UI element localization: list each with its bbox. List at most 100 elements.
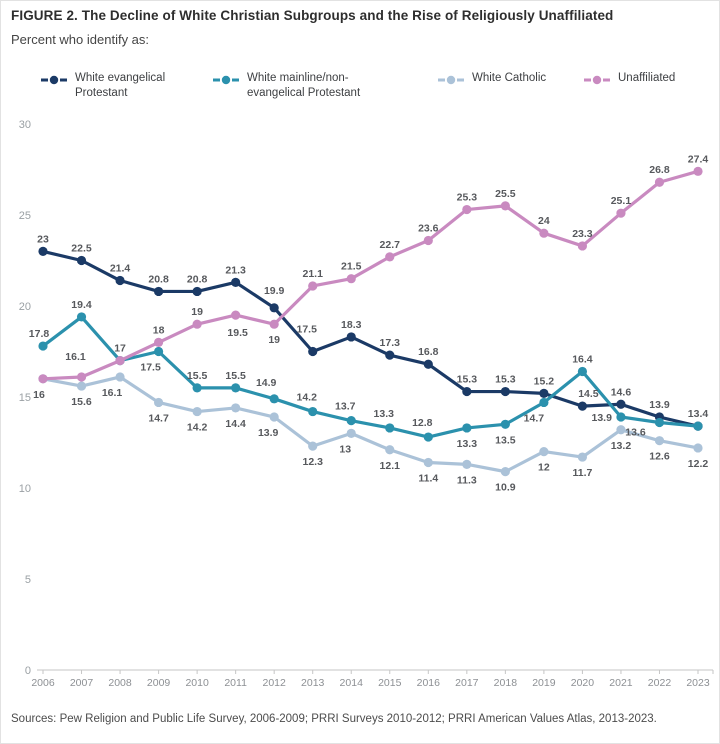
data-point xyxy=(654,417,665,428)
data-point xyxy=(192,383,202,393)
x-axis-tick-label: 2008 xyxy=(108,677,132,689)
data-point xyxy=(269,412,279,422)
data-point xyxy=(192,406,202,417)
data-label: 13 xyxy=(339,443,351,455)
data-point xyxy=(38,246,48,256)
data-label: 17.3 xyxy=(380,337,401,349)
data-point xyxy=(115,372,125,382)
data-point xyxy=(616,208,626,218)
data-label: 12.8 xyxy=(412,417,433,429)
legend-item-white-mainline-non-evangelical-protestant: White mainline/non-evangelical Protestan… xyxy=(213,71,360,100)
data-point xyxy=(577,366,588,377)
data-label: 13.5 xyxy=(495,434,516,446)
data-label: 13.9 xyxy=(592,412,613,424)
legend-marker-icon xyxy=(438,75,464,85)
data-point xyxy=(462,386,472,397)
data-point xyxy=(385,350,395,360)
series-line xyxy=(42,169,699,381)
data-point xyxy=(385,252,395,262)
data-label: 16.1 xyxy=(65,351,86,363)
data-label: 25.1 xyxy=(611,195,632,207)
y-axis-tick-label: 10 xyxy=(19,483,31,495)
legend-label: White Catholic xyxy=(472,72,547,84)
data-label: 11.7 xyxy=(572,467,592,479)
data-label: 17.5 xyxy=(140,362,161,374)
data-label: 18 xyxy=(153,324,165,336)
data-point xyxy=(346,274,356,284)
data-label: 23.3 xyxy=(572,228,593,240)
data-point xyxy=(539,228,549,238)
data-label: 17.8 xyxy=(29,328,50,340)
data-point xyxy=(462,423,472,433)
data-label: 20.8 xyxy=(187,273,208,285)
data-label: 25.5 xyxy=(495,188,516,200)
data-label: 19.9 xyxy=(264,285,285,297)
data-label: 21.3 xyxy=(225,264,246,276)
y-axis-tick-label: 0 xyxy=(25,665,31,677)
data-label: 14.4 xyxy=(225,418,246,430)
data-label: 27.4 xyxy=(688,153,709,165)
y-axis-tick-label: 30 xyxy=(19,119,31,131)
data-label: 13.9 xyxy=(258,427,279,439)
data-label: 15.2 xyxy=(534,375,555,387)
data-label: 10.9 xyxy=(495,482,516,494)
data-point xyxy=(269,303,279,313)
data-point xyxy=(76,372,87,382)
data-point xyxy=(539,388,549,398)
data-label: 19.4 xyxy=(71,299,92,311)
data-label: 16 xyxy=(33,389,45,401)
data-label: 19.5 xyxy=(227,327,248,339)
data-point xyxy=(654,177,665,187)
x-axis-tick-label: 2012 xyxy=(263,677,287,689)
data-point xyxy=(231,310,241,320)
x-axis-tick-label: 2021 xyxy=(609,677,633,689)
data-point xyxy=(423,235,433,246)
data-label: 20.8 xyxy=(148,273,169,285)
x-axis-tick-label: 2017 xyxy=(455,677,479,689)
data-label: 13.4 xyxy=(688,408,709,420)
data-label: 17 xyxy=(114,343,126,355)
data-point xyxy=(308,346,318,357)
data-point xyxy=(308,406,318,417)
legend-label: Unaffiliated xyxy=(618,72,676,84)
data-label: 21.5 xyxy=(341,261,362,273)
data-label: 13.9 xyxy=(649,399,670,411)
data-label: 13.7 xyxy=(335,401,356,413)
data-label: 14.2 xyxy=(187,422,208,434)
data-label: 14.6 xyxy=(611,386,632,398)
data-point xyxy=(577,452,588,462)
x-axis-tick-label: 2013 xyxy=(301,677,325,689)
data-point xyxy=(462,459,472,469)
series-line xyxy=(42,315,699,439)
x-axis-tick-label: 2011 xyxy=(224,677,247,689)
data-point xyxy=(539,447,549,457)
data-label: 19 xyxy=(191,306,203,318)
data-label: 16.4 xyxy=(572,354,593,366)
data-label: 24 xyxy=(538,215,550,227)
data-label: 21.4 xyxy=(110,263,131,275)
data-label: 14.9 xyxy=(256,377,277,389)
data-point xyxy=(616,412,626,422)
x-axis-tick-label: 2007 xyxy=(70,677,94,689)
data-point xyxy=(346,428,356,438)
legend-label: White mainline/non-evangelical Protestan… xyxy=(247,72,361,99)
data-label: 15.3 xyxy=(495,374,516,386)
data-point xyxy=(539,397,549,408)
data-label: 19 xyxy=(268,334,280,346)
x-axis-tick-label: 2009 xyxy=(147,677,171,689)
y-axis-tick-label: 15 xyxy=(19,392,31,404)
data-label: 23.6 xyxy=(418,222,439,234)
data-point xyxy=(115,356,125,366)
data-point xyxy=(693,421,703,431)
data-label: 23 xyxy=(37,233,49,245)
data-label: 15.5 xyxy=(225,370,246,382)
x-axis-tick-label: 2006 xyxy=(31,677,55,689)
y-axis-tick-label: 25 xyxy=(19,210,31,222)
x-axis-tick-label: 2018 xyxy=(494,677,518,689)
chart-legend: White evangelical Protestant White mainlin… xyxy=(1,71,720,111)
data-point xyxy=(153,337,164,347)
x-axis-tick-label: 2020 xyxy=(571,677,595,689)
data-point xyxy=(38,374,48,384)
